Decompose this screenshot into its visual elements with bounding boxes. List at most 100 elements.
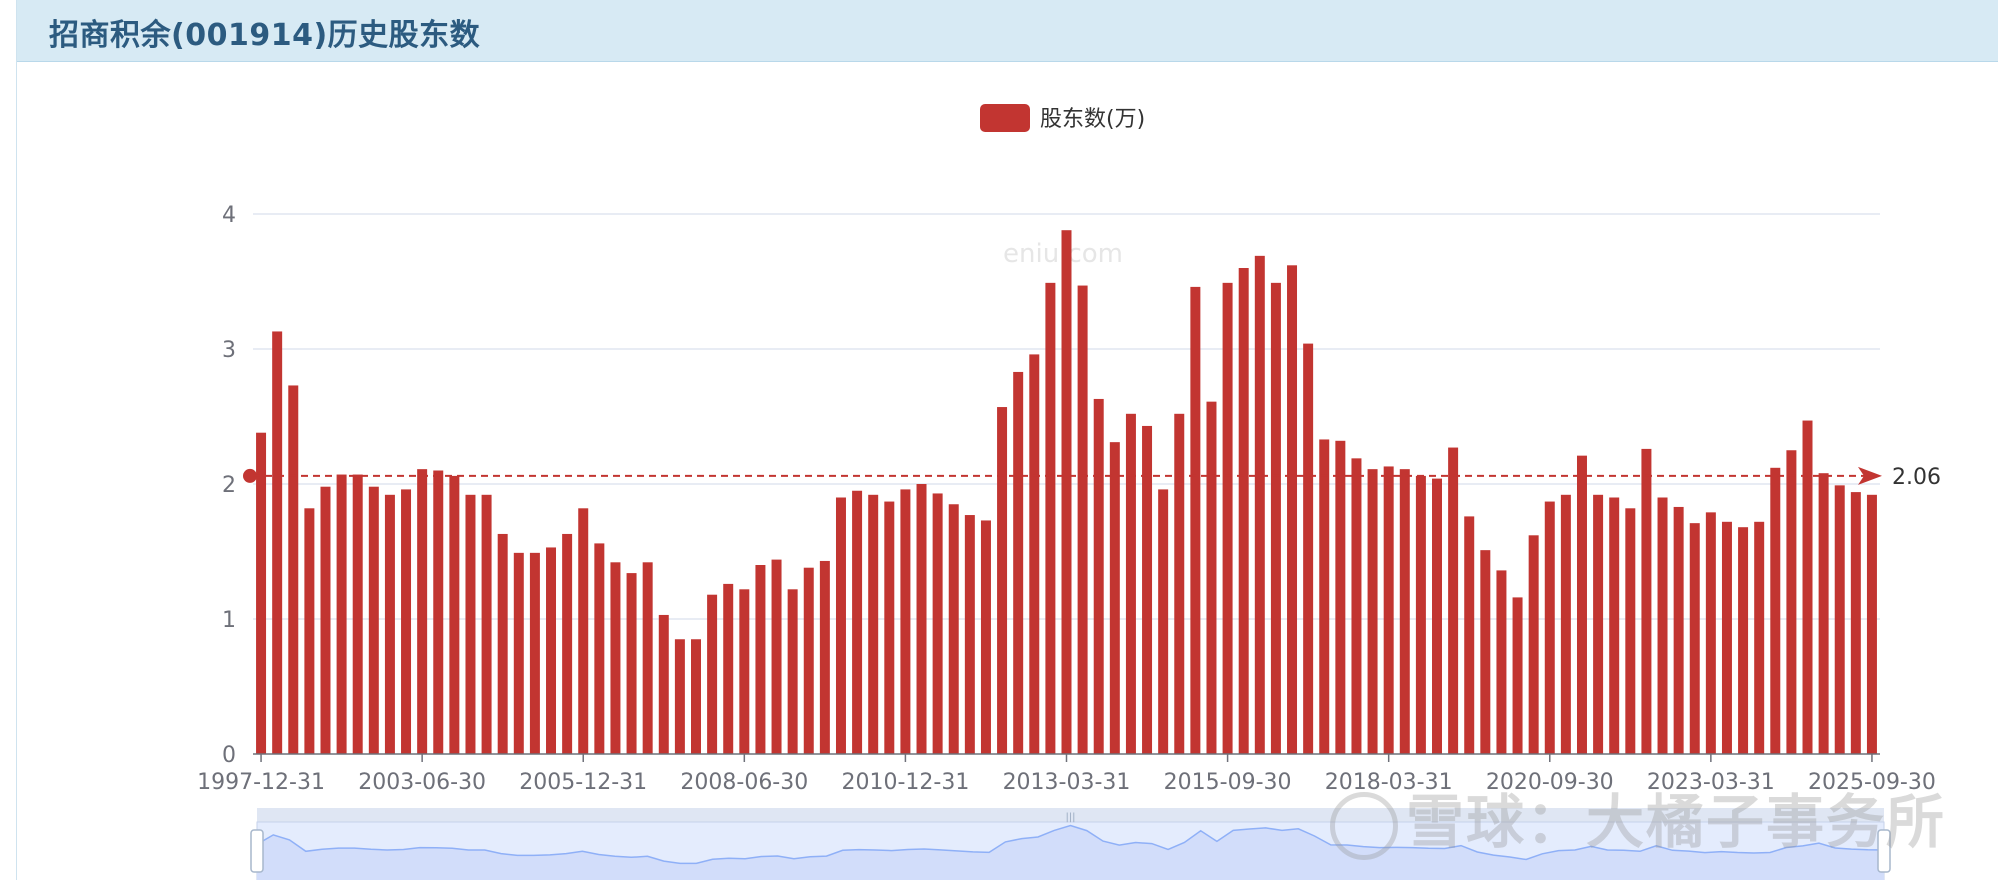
bar	[787, 589, 798, 754]
bar	[1432, 478, 1442, 754]
bar	[562, 533, 573, 754]
bar	[1786, 450, 1797, 754]
markline-label: 2.06	[1892, 465, 1941, 490]
bar	[1738, 527, 1749, 754]
bar	[594, 543, 605, 754]
bar	[449, 475, 460, 754]
bar	[1109, 442, 1120, 754]
legend: 股东数(万)	[980, 104, 1145, 132]
panel-header: 招商积余(001914)历史股东数	[17, 0, 1998, 62]
bar	[1834, 485, 1845, 754]
markline-start-dot	[243, 468, 257, 483]
bar	[1158, 489, 1169, 754]
bar	[1319, 439, 1330, 754]
bar	[1576, 455, 1587, 754]
bar	[401, 489, 412, 754]
bar	[1448, 447, 1459, 754]
bar	[1609, 497, 1620, 754]
bar	[1013, 371, 1024, 754]
bar	[642, 562, 653, 754]
bar	[932, 493, 943, 754]
bar	[1689, 523, 1700, 754]
average-markline: 2.06	[243, 465, 1941, 490]
bar	[707, 594, 718, 754]
bar	[1399, 469, 1410, 754]
bar	[852, 490, 863, 754]
x-tick-label: 2023-03-31	[1647, 770, 1775, 795]
x-tick-label: 2005-12-31	[519, 770, 647, 795]
slider-right-handle[interactable]	[1877, 829, 1891, 873]
bar	[1303, 343, 1314, 754]
footer-watermark: 雪球：大橘子事务所	[1330, 775, 1946, 860]
x-tick-label: 2003-06-30	[358, 770, 486, 795]
bar	[1818, 473, 1829, 754]
x-tick-label: 2025-09-30	[1808, 770, 1936, 795]
bar	[1673, 506, 1684, 754]
bar	[1351, 458, 1362, 754]
legend-label[interactable]: 股东数(万)	[1040, 107, 1145, 132]
bar	[368, 486, 379, 754]
bar	[658, 614, 669, 754]
bar	[1496, 570, 1507, 754]
bar	[691, 639, 701, 754]
bar	[1512, 597, 1523, 754]
x-tick-label: 2013-03-31	[1003, 770, 1131, 795]
bar	[1593, 494, 1604, 754]
bar	[1560, 494, 1571, 754]
bar	[513, 552, 524, 754]
bar	[352, 474, 363, 754]
y-tick-label: 3	[222, 338, 236, 363]
bar	[1721, 521, 1732, 754]
bar	[1641, 448, 1652, 754]
x-tick-label: 2020-09-30	[1486, 770, 1614, 795]
bar	[1528, 535, 1539, 754]
bar	[964, 515, 975, 754]
bar	[1625, 508, 1636, 754]
y-tick-label: 4	[222, 203, 236, 228]
snowball-logo-icon	[1330, 791, 1398, 860]
bar	[900, 489, 911, 754]
bar	[1335, 440, 1346, 754]
bar	[674, 639, 685, 754]
slider-left-handle[interactable]	[250, 829, 264, 873]
bar	[1029, 354, 1040, 754]
bar	[529, 552, 540, 754]
bar	[819, 560, 830, 754]
bar	[626, 573, 637, 754]
bar	[1077, 285, 1088, 754]
bar	[336, 474, 347, 754]
watermark-footer-text: 雪球：大橘子事务所	[1406, 788, 1947, 856]
bar	[948, 504, 959, 754]
x-tick-label: 1997-12-31	[197, 770, 325, 795]
data-zoom-slider: |||	[250, 808, 1891, 880]
bar	[1190, 286, 1201, 754]
slider-shadow-line	[256, 824, 1885, 865]
y-tick-label: 0	[222, 743, 236, 768]
bar	[835, 497, 846, 754]
slider-shadow-area	[257, 825, 1884, 880]
bar	[1367, 469, 1378, 754]
bar	[803, 567, 814, 754]
bar	[1287, 265, 1298, 754]
bar	[256, 432, 267, 754]
bar	[610, 562, 621, 754]
bar	[1125, 413, 1136, 754]
bar	[1802, 420, 1813, 754]
slider-top-bar	[257, 808, 1884, 822]
bar	[546, 547, 557, 754]
bar	[304, 508, 315, 754]
bar	[578, 508, 589, 754]
markline-arrow-icon	[1858, 466, 1882, 485]
slider-grip-icon: |||	[1065, 812, 1075, 823]
x-tick-label: 2008-06-30	[680, 770, 808, 795]
bar	[916, 484, 927, 754]
bar	[1093, 398, 1104, 754]
bar	[288, 385, 299, 754]
bar	[1142, 425, 1153, 754]
bar	[755, 565, 766, 754]
legend-swatch[interactable]	[980, 104, 1030, 132]
bar	[433, 470, 444, 754]
bar	[1254, 255, 1265, 754]
bar	[1206, 401, 1217, 754]
